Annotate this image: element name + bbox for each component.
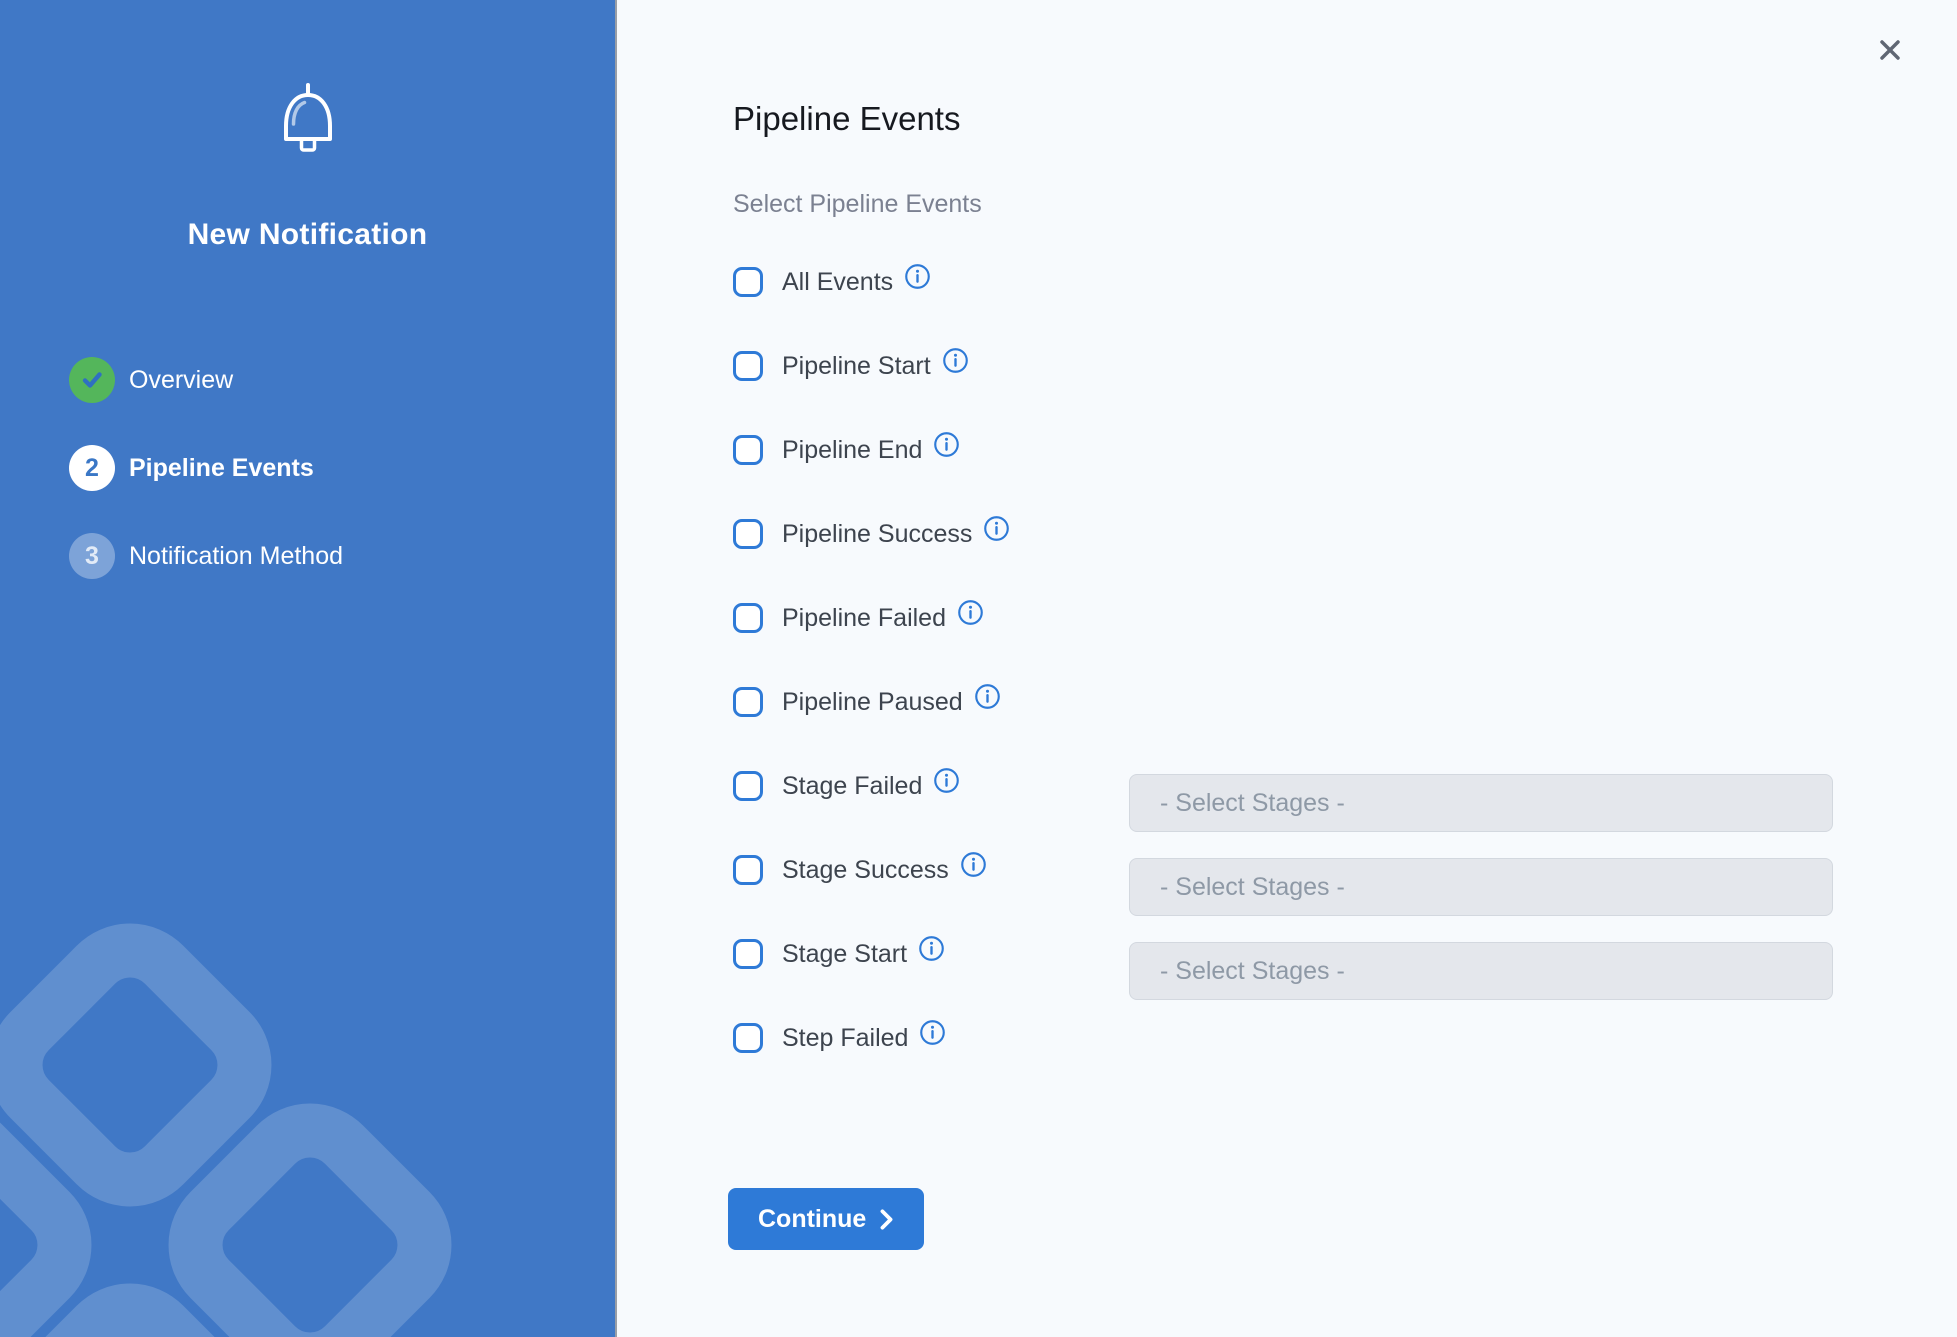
event-row: Pipeline Paused	[733, 660, 1901, 744]
step-label: Pipeline Events	[129, 453, 314, 482]
event-row: All Events	[733, 240, 1901, 324]
event-checkbox[interactable]	[733, 351, 763, 381]
brand-watermark	[0, 923, 452, 1337]
event-checkbox[interactable]	[733, 519, 763, 549]
event-checkbox[interactable]	[733, 687, 763, 717]
event-list: All Events Pipeline Start Pipeline End P…	[733, 240, 1901, 1080]
event-row: Pipeline End	[733, 408, 1901, 492]
step-number-badge: 2	[69, 445, 115, 491]
info-icon[interactable]	[960, 851, 987, 878]
info-icon[interactable]	[942, 347, 969, 374]
sidebar: New Notification Overview 2 Pipeline Eve…	[0, 0, 615, 1337]
event-row: Pipeline Success	[733, 492, 1901, 576]
event-checkbox[interactable]	[733, 771, 763, 801]
event-checkbox[interactable]	[733, 1023, 763, 1053]
event-label: Stage Success	[782, 855, 949, 884]
event-checkbox[interactable]	[733, 267, 763, 297]
info-icon[interactable]	[904, 263, 931, 290]
bell-icon	[276, 82, 340, 163]
close-button[interactable]	[1873, 33, 1907, 67]
info-icon[interactable]	[957, 599, 984, 626]
continue-button[interactable]: Continue	[728, 1188, 925, 1250]
info-icon[interactable]	[933, 767, 960, 794]
sidebar-step-overview[interactable]: Overview	[69, 336, 591, 424]
event-row: Pipeline Start	[733, 324, 1901, 408]
event-row: Stage Success - Select Stages -	[733, 828, 1901, 916]
event-label: Step Failed	[782, 1023, 909, 1052]
event-label: Pipeline Failed	[782, 603, 946, 632]
event-label: Stage Failed	[782, 771, 923, 800]
event-row: Step Failed	[733, 996, 1901, 1080]
step-number-badge: 3	[69, 533, 115, 579]
event-label: Stage Start	[782, 939, 908, 968]
pipeline-events-panel: Pipeline Events Select Pipeline Events A…	[615, 0, 1957, 1337]
event-row: Stage Start - Select Stages -	[733, 912, 1901, 1000]
event-label: All Events	[782, 267, 894, 296]
info-icon[interactable]	[983, 515, 1010, 542]
event-checkbox[interactable]	[733, 855, 763, 885]
chevron-right-icon	[880, 1208, 893, 1230]
page-title: Pipeline Events	[733, 100, 961, 138]
event-label: Pipeline End	[782, 435, 923, 464]
event-label: Pipeline Start	[782, 351, 931, 380]
event-checkbox[interactable]	[733, 603, 763, 633]
modal-title: New Notification	[187, 218, 428, 251]
info-icon[interactable]	[974, 683, 1001, 710]
continue-label: Continue	[758, 1204, 867, 1233]
event-label: Pipeline Success	[782, 519, 973, 548]
close-icon	[1880, 40, 1900, 60]
info-icon[interactable]	[933, 431, 960, 458]
info-icon[interactable]	[919, 1019, 946, 1046]
event-row: Stage Failed - Select Stages -	[733, 744, 1901, 832]
info-icon[interactable]	[918, 935, 945, 962]
sidebar-step-notification-method[interactable]: 3 Notification Method	[69, 512, 591, 600]
event-row: Pipeline Failed	[733, 576, 1901, 660]
step-label: Overview	[129, 365, 234, 394]
step-label: Notification Method	[129, 541, 344, 570]
select-stages-dropdown[interactable]: - Select Stages -	[1129, 774, 1833, 832]
sidebar-step-pipeline-events[interactable]: 2 Pipeline Events	[69, 424, 591, 512]
event-checkbox[interactable]	[733, 435, 763, 465]
wizard-steps: Overview 2 Pipeline Events 3 Notificatio…	[69, 336, 591, 600]
event-checkbox[interactable]	[733, 939, 763, 969]
step-completed-check-icon	[69, 357, 115, 403]
select-stages-dropdown[interactable]: - Select Stages -	[1129, 858, 1833, 916]
event-label: Pipeline Paused	[782, 687, 963, 716]
section-subtitle: Select Pipeline Events	[733, 190, 982, 218]
select-stages-dropdown[interactable]: - Select Stages -	[1129, 942, 1833, 1000]
